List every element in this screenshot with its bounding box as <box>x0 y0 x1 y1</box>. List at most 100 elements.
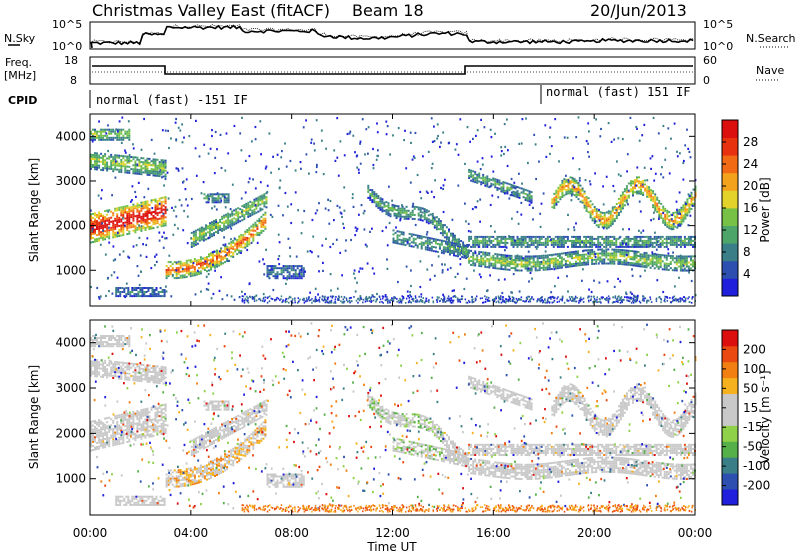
power-speckle <box>186 178 188 180</box>
power-cell <box>158 295 160 297</box>
power-cell <box>492 244 494 246</box>
power-speckle <box>469 141 471 143</box>
power-cell <box>634 181 636 183</box>
power-speckle <box>512 296 514 298</box>
power-cell <box>434 225 436 227</box>
power-cell <box>108 137 110 139</box>
power-speckle <box>151 207 153 209</box>
power-cell <box>149 158 151 160</box>
power-cell <box>622 203 624 205</box>
power-cell <box>563 238 565 240</box>
power-cell <box>114 168 116 170</box>
power-cell <box>605 242 607 244</box>
power-cell <box>98 155 100 157</box>
power-cell <box>163 223 165 225</box>
power-cell <box>223 227 225 229</box>
power-cell <box>104 216 106 218</box>
power-cell <box>609 240 611 242</box>
power-cell <box>553 199 555 201</box>
power-speckle <box>360 141 362 143</box>
power-cell <box>136 221 138 223</box>
power-cell <box>634 246 636 248</box>
power-speckle <box>338 175 340 177</box>
power-cell <box>128 211 130 213</box>
power-cell <box>502 181 504 183</box>
power-cell <box>443 246 445 248</box>
power-cell <box>116 215 118 217</box>
power-speckle <box>321 244 323 246</box>
power-speckle <box>318 202 320 204</box>
power-cell <box>163 209 165 211</box>
power-cell <box>599 246 601 248</box>
power-cell <box>500 246 502 248</box>
power-cell <box>427 239 429 241</box>
power-speckle <box>282 214 284 216</box>
power-speckle <box>507 165 509 167</box>
power-speckle <box>455 276 457 278</box>
power-cell <box>627 238 629 240</box>
power-cell <box>237 211 239 213</box>
power-cell <box>525 193 527 195</box>
power-cell <box>557 236 559 238</box>
power-speckle <box>389 222 391 224</box>
power-speckle <box>210 148 212 150</box>
power-cell <box>500 256 502 258</box>
power-speckle <box>543 192 545 194</box>
power-cell <box>252 240 254 242</box>
power-speckle <box>628 190 630 192</box>
power-cell <box>277 275 279 277</box>
power-cell <box>151 218 153 220</box>
power-cell <box>281 267 283 269</box>
power-cell <box>563 178 565 180</box>
power-cell <box>590 200 592 202</box>
power-cell <box>561 257 563 259</box>
power-cell <box>543 236 545 238</box>
power-cell <box>229 220 231 222</box>
power-speckle <box>513 182 515 184</box>
power-cell <box>134 167 136 169</box>
power-cell <box>480 181 482 183</box>
power-speckle <box>439 247 441 249</box>
power-speckle <box>336 117 338 119</box>
power-cell <box>654 257 656 259</box>
power-cell <box>632 189 634 191</box>
power-speckle <box>522 257 524 259</box>
power-speckle <box>166 290 168 292</box>
power-cell <box>625 246 627 248</box>
power-cell <box>482 246 484 248</box>
power-cell <box>557 255 559 257</box>
power-speckle <box>345 250 347 252</box>
power-speckle <box>528 301 530 303</box>
power-speckle <box>595 256 597 258</box>
power-cell <box>632 191 634 193</box>
power-cell <box>630 180 632 182</box>
power-cell <box>120 159 122 161</box>
power-cell <box>468 238 470 240</box>
power-cell <box>449 245 451 247</box>
power-cell <box>488 180 490 182</box>
power-cell <box>513 267 515 269</box>
power-cell <box>186 272 188 274</box>
power-cell <box>149 212 151 214</box>
power-speckle <box>585 179 587 181</box>
power-cell <box>470 256 472 258</box>
power-cell <box>664 220 666 222</box>
power-cell <box>134 231 136 233</box>
power-cell <box>291 267 293 269</box>
power-cell <box>588 205 590 207</box>
power-cell <box>132 204 134 206</box>
power-cell <box>592 203 594 205</box>
power-speckle <box>418 296 420 298</box>
power-cell <box>621 251 623 253</box>
power-cell <box>646 244 648 246</box>
power-speckle <box>289 247 291 249</box>
power-cell <box>529 256 531 258</box>
power-cell <box>670 263 672 265</box>
power-cell <box>138 173 140 175</box>
power-cell <box>126 221 128 223</box>
power-cell <box>204 257 206 259</box>
power-cell <box>513 242 515 244</box>
power-cell <box>623 238 625 240</box>
power-cell <box>220 247 222 249</box>
